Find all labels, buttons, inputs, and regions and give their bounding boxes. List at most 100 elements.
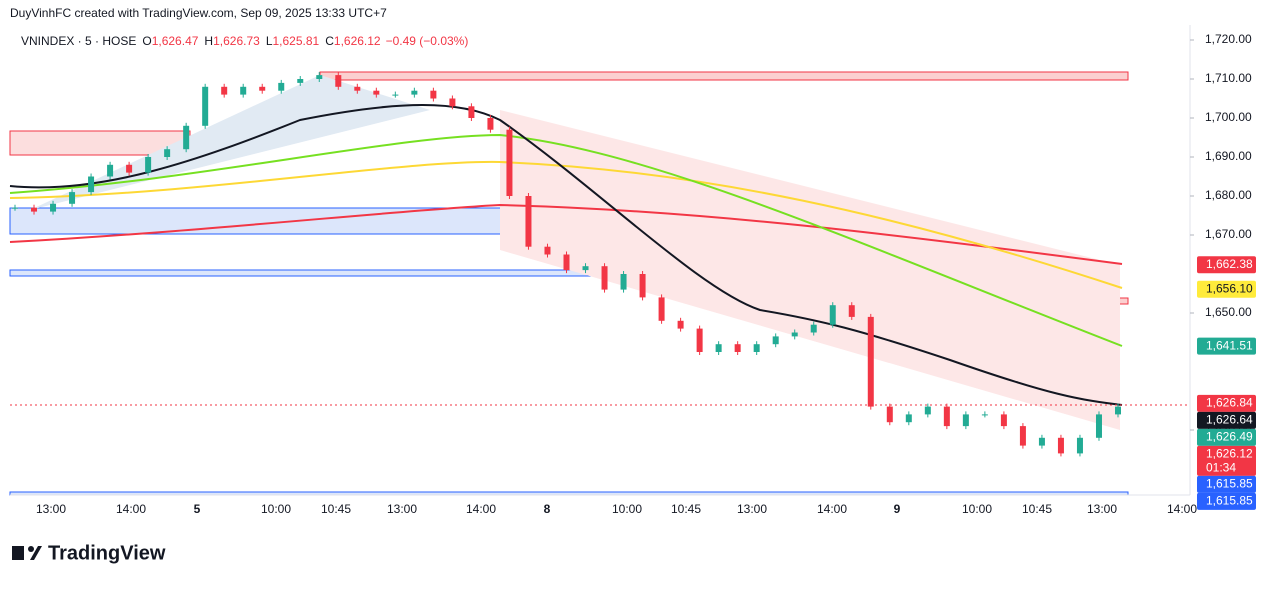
chart-pane [9,25,1190,496]
trend-fill [500,110,1120,430]
attribution: DuyVinhFC created with TradingView.com, … [10,6,387,20]
price-badge [1197,256,1256,274]
candle-body [1038,437,1045,446]
change: −0.49 (−0.03%) [386,34,469,48]
brand-name: TradingView [48,542,166,564]
candle-body [658,297,665,321]
price-badge [1197,492,1256,510]
candle-body [107,164,114,177]
time-label: 10:45 [671,502,701,516]
price-badge-label: 1,615.85 [1206,476,1253,490]
candle-body [1000,414,1007,427]
candle-body [867,316,874,407]
price-tick-label: 1,690.00 [1205,149,1252,163]
support-zone [9,269,601,277]
candle-body [145,157,152,173]
candle-body [126,164,133,173]
price-badge [1197,280,1256,298]
candle-body [905,414,912,423]
price-tick-label: 1,710.00 [1205,71,1252,85]
candle-body [164,149,171,157]
candle-body [582,266,589,271]
time-label: 5 [194,502,201,516]
candle-body [677,320,684,329]
time-label: 13:00 [36,502,66,516]
price-badge [1197,337,1256,355]
price-badge-label: 1,615.85 [1206,493,1253,507]
ohlc-value: 1,626.73 [213,34,260,48]
support-zone [9,207,511,235]
legend: VNINDEX · 5 · HOSE O1,626.47 H1,626.73 L1,6… [21,34,468,48]
ma-20 [9,104,1123,406]
candle-body [12,207,18,209]
candle-body [715,344,722,352]
candle-body [924,406,931,415]
candle-body [1057,437,1064,454]
candle-body [943,406,950,427]
candle-body [734,344,741,352]
ma-200 [9,203,1123,265]
logo-mark [12,546,24,560]
time-label: 10:45 [1022,502,1052,516]
price-tick-label: 1,700.00 [1205,110,1252,124]
candle-body [297,79,304,83]
time-axis: 13:00 14:00 5 10:00 10:45 13:00 14:00 8 10:00 10:… [36,502,1197,516]
candle-body [468,106,475,118]
time-label: 13:00 [387,502,417,516]
candle-body [354,86,361,91]
price-badge-label: 1,626.12 [1206,446,1253,460]
candle-body [1095,414,1102,438]
price-badge-label: 1,662.38 [1206,257,1253,271]
time-label: 13:00 [737,502,767,516]
price-badge-label: 1,641.51 [1206,338,1253,352]
ohlc-key: H [204,34,213,48]
price-badge-timer: 01:34 [1206,460,1236,474]
time-label: 13:00 [1087,502,1117,516]
time-label: 10:00 [612,502,642,516]
candle-body [449,98,456,107]
candle-body [202,86,209,126]
candle-body [487,118,494,130]
candle-body [335,75,342,87]
candle-body [620,274,627,290]
price-tick-label: 1,650.00 [1205,305,1252,319]
price-badge [1197,445,1256,476]
candle-body [563,254,570,271]
candle-body [183,125,190,150]
price-tick-label: 1,670.00 [1205,227,1252,241]
time-label: 14:00 [817,502,847,516]
candle-body [772,336,779,345]
candle-body [791,332,798,337]
price-badge [1197,394,1256,412]
candle-body [88,176,95,193]
time-label: 10:00 [962,502,992,516]
candle-body [259,86,266,91]
candle-body [544,246,551,255]
candle-body [221,86,228,95]
price-axis: 1,720.00 1,710.00 1,700.00 1,690.00 1,680.00… [1190,32,1256,510]
candle-body [1115,406,1121,415]
time-label: 8 [544,502,551,516]
candle-body [753,344,760,352]
candle-body [373,90,380,95]
candle-body [962,414,969,427]
ohlc-key: C [325,34,334,48]
candle-body [810,324,817,333]
candle-body [981,414,988,416]
candle-body [411,90,418,95]
price-tick-label: 1,720.00 [1205,32,1252,46]
candle-body [1019,426,1026,446]
candle-body [240,86,247,95]
candle-body [31,207,38,212]
price-badge-label: 1,656.10 [1206,281,1253,295]
price-tick-label: 1,680.00 [1205,188,1252,202]
logo-mark [30,546,42,560]
candle-body [69,192,76,204]
price-badge [1197,428,1256,446]
ohlc-key: L [266,34,273,48]
price-badge-label: 1,626.84 [1206,395,1253,409]
time-label: 10:00 [261,502,291,516]
candle-body [639,274,646,298]
candle-body [430,90,437,99]
